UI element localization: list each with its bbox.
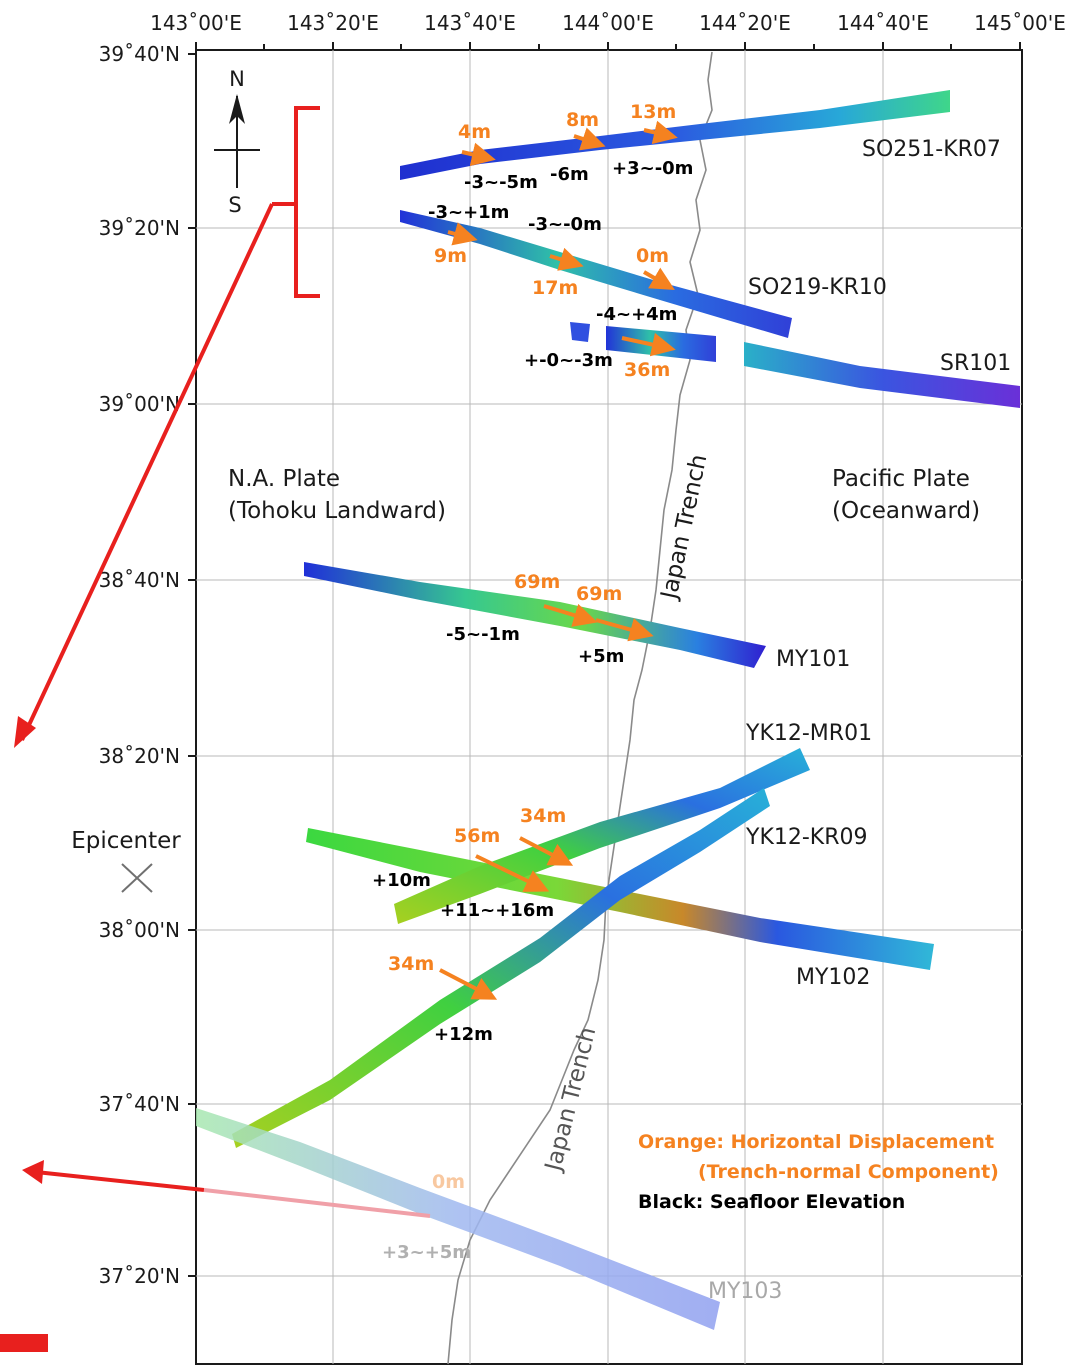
elevation-label: +3~-0m bbox=[612, 158, 693, 179]
na-plate-sub: (Tohoku Landward) bbox=[228, 498, 446, 524]
track-labels: SO251-KR07 SO219-KR10 SR101 MY101 YK12-M… bbox=[708, 137, 1011, 1304]
lat-label: 39˚00'N bbox=[99, 392, 180, 416]
plate-labels: N.A. Plate (Tohoku Landward) Pacific Pla… bbox=[228, 466, 980, 524]
legend: Orange: Horizontal Displacement (Trench-… bbox=[638, 1131, 999, 1213]
track-label: YK12-KR09 bbox=[745, 825, 868, 850]
track-label: SO251-KR07 bbox=[862, 137, 1001, 162]
graticule bbox=[196, 50, 1022, 1364]
legend-black: Black: Seafloor Elevation bbox=[638, 1191, 905, 1213]
displacement-label: 36m bbox=[624, 359, 670, 381]
displacement-label: 56m bbox=[454, 825, 500, 847]
tick-marks bbox=[188, 42, 1021, 1277]
elevation-label: +10m bbox=[372, 870, 431, 891]
north-arrow: N S bbox=[214, 67, 260, 217]
elevation-label: -3~-5m bbox=[464, 172, 538, 193]
track-yk12-kr09 bbox=[232, 788, 770, 1148]
lat-label: 37˚20'N bbox=[99, 1264, 180, 1288]
lat-label: 38˚40'N bbox=[99, 568, 180, 592]
track-label: MY101 bbox=[776, 647, 850, 672]
track-so219-kr10 bbox=[400, 210, 792, 338]
south-label: S bbox=[228, 193, 241, 217]
elevation-label: -3~+1m bbox=[428, 202, 509, 223]
lat-label: 39˚40'N bbox=[99, 42, 180, 66]
displacement-label: 69m bbox=[514, 571, 560, 593]
displacement-label: 34m bbox=[520, 805, 566, 827]
lon-label: 145˚00'E bbox=[974, 11, 1066, 35]
lon-label: 143˚40'E bbox=[424, 11, 516, 35]
lat-label: 39˚20'N bbox=[99, 216, 180, 240]
lat-label: 37˚40'N bbox=[99, 1092, 180, 1116]
track-yk12-mr01 bbox=[394, 748, 810, 924]
lat-label: 38˚20'N bbox=[99, 744, 180, 768]
lat-label: 38˚00'N bbox=[99, 918, 180, 942]
track-sr101-c bbox=[744, 342, 1020, 408]
elevation-label: -6m bbox=[550, 164, 589, 185]
elevation-label: +-0~-3m bbox=[524, 350, 613, 371]
displacement-label: 13m bbox=[630, 101, 676, 123]
displacement-label: 8m bbox=[566, 109, 599, 131]
elevation-label: -5~-1m bbox=[446, 624, 520, 645]
track-my101 bbox=[304, 562, 766, 668]
lon-label: 144˚00'E bbox=[562, 11, 654, 35]
displacement-label: 17m bbox=[532, 277, 578, 299]
north-label: N bbox=[229, 67, 245, 91]
elevation-label: -4~+4m bbox=[596, 304, 677, 325]
lon-label: 143˚20'E bbox=[287, 11, 379, 35]
track-my103 bbox=[196, 1108, 720, 1330]
displacement-label: 69m bbox=[576, 583, 622, 605]
track-sr101-a bbox=[570, 322, 590, 342]
red-pointer-arrows bbox=[14, 203, 431, 1218]
elevation-label: -3~-0m bbox=[528, 214, 602, 235]
red-scale-bar bbox=[0, 1334, 48, 1352]
elevation-label: +3~+5m bbox=[382, 1242, 471, 1263]
epicenter-marker: Epicenter bbox=[71, 828, 181, 893]
track-label: MY102 bbox=[796, 965, 870, 990]
displacement-arrows bbox=[439, 120, 678, 1000]
track-label: SO219-KR10 bbox=[748, 275, 887, 300]
elevation-label: +12m bbox=[434, 1024, 493, 1045]
track-label: MY103 bbox=[708, 1279, 782, 1304]
elevation-label: +11~+16m bbox=[440, 900, 554, 921]
displacement-label: 34m bbox=[388, 953, 434, 975]
pacific-plate-sub: (Oceanward) bbox=[832, 498, 980, 524]
legend-orange-sub: (Trench-normal Component) bbox=[698, 1161, 999, 1183]
displacement-label: 0m bbox=[636, 245, 669, 267]
survey-tracks bbox=[196, 90, 1020, 1330]
horizontal-displacement-labels: 4m 8m 13m 9m 17m 0m 36m 69m 69m 34m 56m … bbox=[388, 101, 676, 1193]
latitude-labels: 39˚40'N 39˚20'N 39˚00'N 38˚40'N 38˚20'N … bbox=[99, 42, 180, 1288]
lon-label: 143˚00'E bbox=[150, 11, 242, 35]
displacement-label: 0m bbox=[432, 1171, 465, 1193]
displacement-label: 4m bbox=[458, 121, 491, 143]
epicenter-label: Epicenter bbox=[71, 828, 181, 854]
track-label: SR101 bbox=[940, 351, 1011, 376]
lon-label: 144˚20'E bbox=[699, 11, 791, 35]
pacific-plate-label: Pacific Plate bbox=[832, 466, 970, 492]
lon-label: 144˚40'E bbox=[837, 11, 929, 35]
displacement-label: 9m bbox=[434, 245, 467, 267]
longitude-labels: 143˚00'E 143˚20'E 143˚40'E 144˚00'E 144˚… bbox=[150, 11, 1066, 35]
japan-trench-line bbox=[447, 51, 713, 1365]
track-label: YK12-MR01 bbox=[745, 721, 872, 746]
elevation-labels: -3~-5m -6m +3~-0m -3~+1m -3~-0m -4~+4m +… bbox=[372, 158, 693, 1263]
na-plate-label: N.A. Plate bbox=[228, 466, 340, 492]
legend-orange: Orange: Horizontal Displacement bbox=[638, 1131, 994, 1153]
elevation-label: +5m bbox=[578, 646, 624, 667]
